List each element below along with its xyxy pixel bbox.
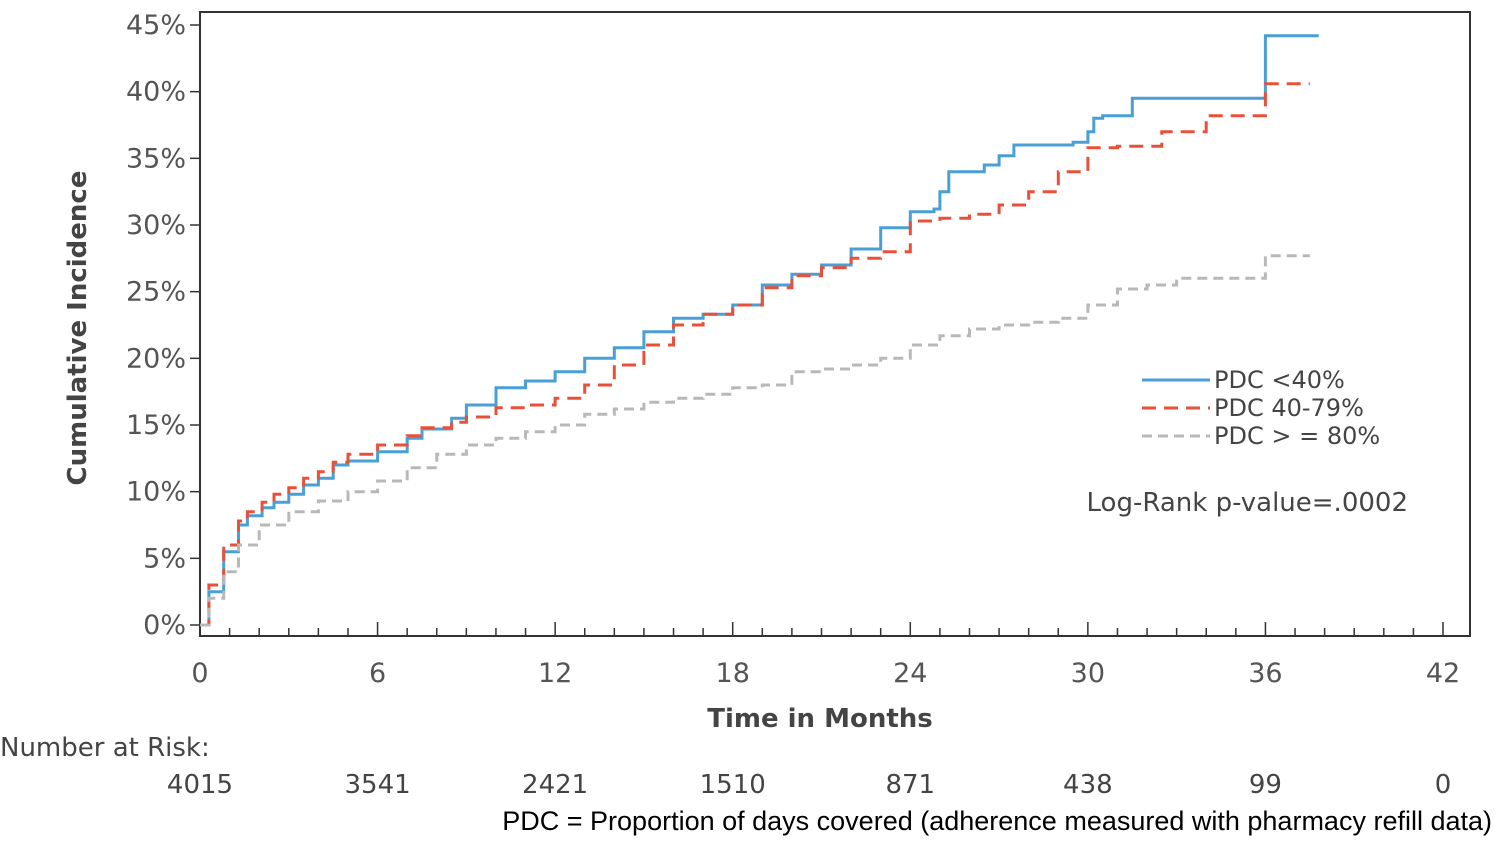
footnote: PDC = Proportion of days covered (adhere… — [502, 806, 1492, 836]
risk-value: 1510 — [700, 770, 766, 800]
x-tick-label: 12 — [538, 658, 572, 689]
x-tick-label: 24 — [893, 658, 927, 689]
y-tick-label: 35% — [126, 143, 186, 174]
series-line-2 — [200, 254, 1310, 627]
y-tick-label: 25% — [126, 277, 186, 308]
legend-label-1: PDC 40-79% — [1214, 394, 1364, 422]
y-tick-label: 40% — [126, 77, 186, 108]
y-axis-title: Cumulative Incidence — [63, 171, 93, 486]
risk-value: 438 — [1063, 770, 1113, 800]
y-tick-label: 30% — [126, 210, 186, 241]
x-tick-label: 6 — [369, 658, 386, 689]
series-line-0 — [200, 34, 1319, 627]
risk-value: 871 — [885, 770, 935, 800]
y-tick-label: 20% — [126, 343, 186, 374]
risk-value: 0 — [1435, 770, 1452, 800]
legend-label-0: PDC <40% — [1214, 366, 1345, 394]
risk-table-label: Number at Risk: — [0, 733, 210, 763]
x-axis-title: Time in Months — [707, 704, 933, 734]
x-tick-label: 30 — [1071, 658, 1105, 689]
risk-value: 3541 — [344, 770, 410, 800]
legend-label-2: PDC > = 80% — [1214, 422, 1380, 450]
x-tick-label: 42 — [1426, 658, 1460, 689]
risk-value: 2421 — [522, 770, 588, 800]
y-tick-label: 10% — [126, 477, 186, 508]
risk-value: 4015 — [167, 770, 233, 800]
series-line-1 — [200, 82, 1310, 627]
x-tick-label: 0 — [191, 658, 208, 689]
risk-value: 99 — [1249, 770, 1282, 800]
y-tick-label: 45% — [126, 10, 186, 41]
pvalue-annotation: Log-Rank p-value=.0002 — [1087, 488, 1408, 518]
plot-frame — [199, 11, 1471, 637]
y-tick-label: 5% — [143, 543, 186, 574]
x-tick-label: 18 — [716, 658, 750, 689]
x-tick-label: 36 — [1248, 658, 1282, 689]
y-tick-label: 15% — [126, 410, 186, 441]
y-tick-label: 0% — [143, 610, 186, 641]
